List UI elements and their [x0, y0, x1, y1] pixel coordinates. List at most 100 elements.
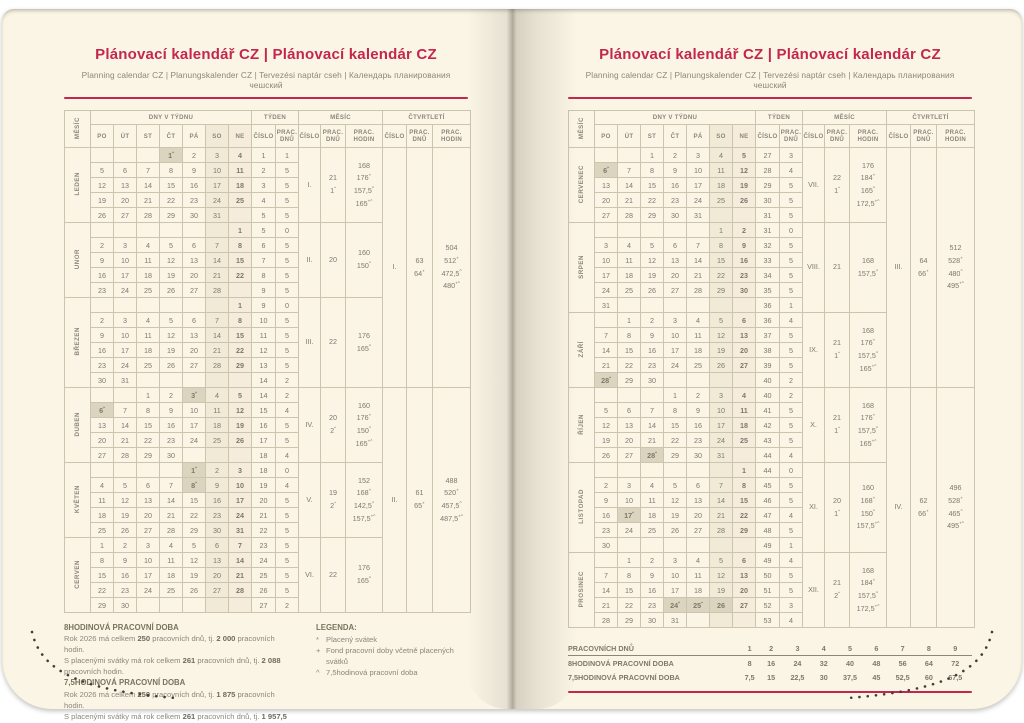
day-cell: 30: [640, 372, 664, 388]
week-workdays-cell: 5: [275, 177, 299, 193]
day-cell: 18: [136, 267, 160, 283]
day-cell: [663, 372, 687, 388]
day-cell: [205, 372, 229, 388]
day-cell: 14: [709, 492, 733, 508]
page-right: Plánovací kalendář CZ | Plánovací kalend…: [512, 9, 1022, 709]
day-cell: [663, 537, 687, 553]
week-number-cell: 3: [251, 177, 276, 193]
month-number-header: ČÍSLO: [298, 124, 321, 148]
day-cell: [228, 597, 252, 613]
week-workdays-cell: 0: [275, 222, 299, 238]
day-cell: 14: [617, 177, 641, 193]
day-cell: 9: [182, 162, 206, 178]
week-workdays-cell: 0: [779, 222, 803, 238]
day-cell: 20: [663, 267, 687, 283]
day-cell: 29: [617, 372, 641, 388]
day-cell: 24: [617, 522, 641, 538]
day-header-6: NE: [732, 124, 756, 148]
day-cell: 6: [205, 537, 229, 553]
day-cell: 29: [90, 597, 114, 613]
day-cell: [686, 537, 710, 553]
week-number-cell: 11: [251, 327, 276, 343]
quarter-number-header: ČÍSLO: [886, 124, 912, 148]
day-cell: 9: [640, 567, 664, 583]
day-cell: 22: [182, 507, 206, 523]
day-cell: 1: [640, 147, 664, 163]
hours-row-label: 8HODINOVÁ PRACOVNÍ DOBA: [568, 658, 674, 668]
week-workdays-cell: 4: [275, 402, 299, 418]
day-cell: 18: [686, 582, 710, 598]
page-right-header: Plánovací kalendář CZ | Plánovací kalend…: [568, 46, 972, 99]
day-cell: 28: [617, 207, 641, 223]
day-cell: 13: [205, 552, 229, 568]
footer-line: Rok 2026 má celkem 250 pracovních dnů, t…: [64, 634, 275, 655]
day-cell: 30: [663, 207, 687, 223]
workdays-count: 1: [737, 641, 762, 656]
day-cell: 22: [663, 432, 687, 448]
day-cell: 2: [732, 222, 756, 238]
month-workdays-cell: 21: [824, 222, 850, 313]
day-cell: [640, 537, 664, 553]
quarter-workdays-cell: 61 65+: [406, 387, 434, 613]
day-cell: 23: [113, 582, 137, 598]
day-cell: 6: [182, 237, 206, 253]
day-cell: 10: [228, 477, 252, 493]
day-cell: 23: [640, 357, 664, 373]
day-cell: [686, 612, 710, 628]
day-cell: 4: [205, 387, 229, 403]
day-cell: 28: [709, 522, 733, 538]
week-number-cell: 4: [251, 192, 276, 208]
day-cell: [113, 297, 137, 313]
day-cell: [709, 462, 733, 478]
day-cell: 19: [663, 507, 687, 523]
week-workdays-cell: 1: [275, 147, 299, 163]
day-cell: 15: [617, 342, 641, 358]
month-group-header: MĚSÍC: [297, 110, 384, 125]
day-cell: 1: [709, 222, 733, 238]
day-cell: [640, 222, 664, 238]
week-number-cell: 5: [251, 222, 276, 238]
month-workdays-cell: 22 1*: [824, 147, 850, 223]
day-cell: [228, 447, 252, 463]
day-cell: 29: [182, 522, 206, 538]
day-cell: 14: [686, 252, 710, 268]
day-cell: 22: [228, 342, 252, 358]
week-workdays-cell: 5: [275, 567, 299, 583]
day-cell: 31: [709, 447, 733, 463]
day-cell: 8: [617, 327, 641, 343]
quarter-hours-cell: 512 528+ 480^ 495+^: [936, 147, 976, 388]
day-cell: 18: [617, 267, 641, 283]
day-header-6: NE: [228, 124, 252, 148]
day-cell: 3: [663, 312, 687, 328]
day-cell: 9: [594, 492, 618, 508]
month-number-cell: VI.: [298, 537, 321, 613]
week-row: 11 12 13 14 15 16 17 20 5: [65, 492, 471, 508]
hours-value: 60: [924, 672, 933, 682]
day-cell: 27: [205, 582, 229, 598]
week-workdays-cell: 5: [275, 282, 299, 298]
week-row: 20 21 22 23 24 25 26 30 5: [569, 192, 975, 208]
month-column-header: MĚSÍC: [64, 110, 91, 148]
day-cell: 24: [686, 192, 710, 208]
day-cell: 22: [617, 357, 641, 373]
quarter-group-header: ČTVRTLETÍ: [382, 110, 472, 125]
day-cell: 19: [732, 177, 756, 193]
month-hours-cell: 176 165^: [344, 537, 384, 613]
week-number-cell: 15: [251, 402, 276, 418]
hours-value: 15: [767, 672, 776, 682]
month-name-cell: ČERVEN: [64, 537, 91, 613]
day-cell: [617, 222, 641, 238]
month-number-cell: IV.: [298, 387, 321, 463]
day-cell: 18: [228, 177, 252, 193]
day-cell: 2: [640, 312, 664, 328]
week-row: 26 27 28* 29 30 31 44 4: [569, 447, 975, 463]
day-cell: 11: [617, 252, 641, 268]
day-cell: 2: [640, 552, 664, 568]
month-name-cell: LISTOPAD: [568, 462, 595, 553]
workdays-count: 9: [938, 641, 972, 656]
day-cell: 1: [617, 312, 641, 328]
week-workdays-cell: 5: [779, 267, 803, 283]
day-cell: 10: [136, 552, 160, 568]
day-cell: [136, 597, 160, 613]
day-cell: 2: [159, 387, 183, 403]
